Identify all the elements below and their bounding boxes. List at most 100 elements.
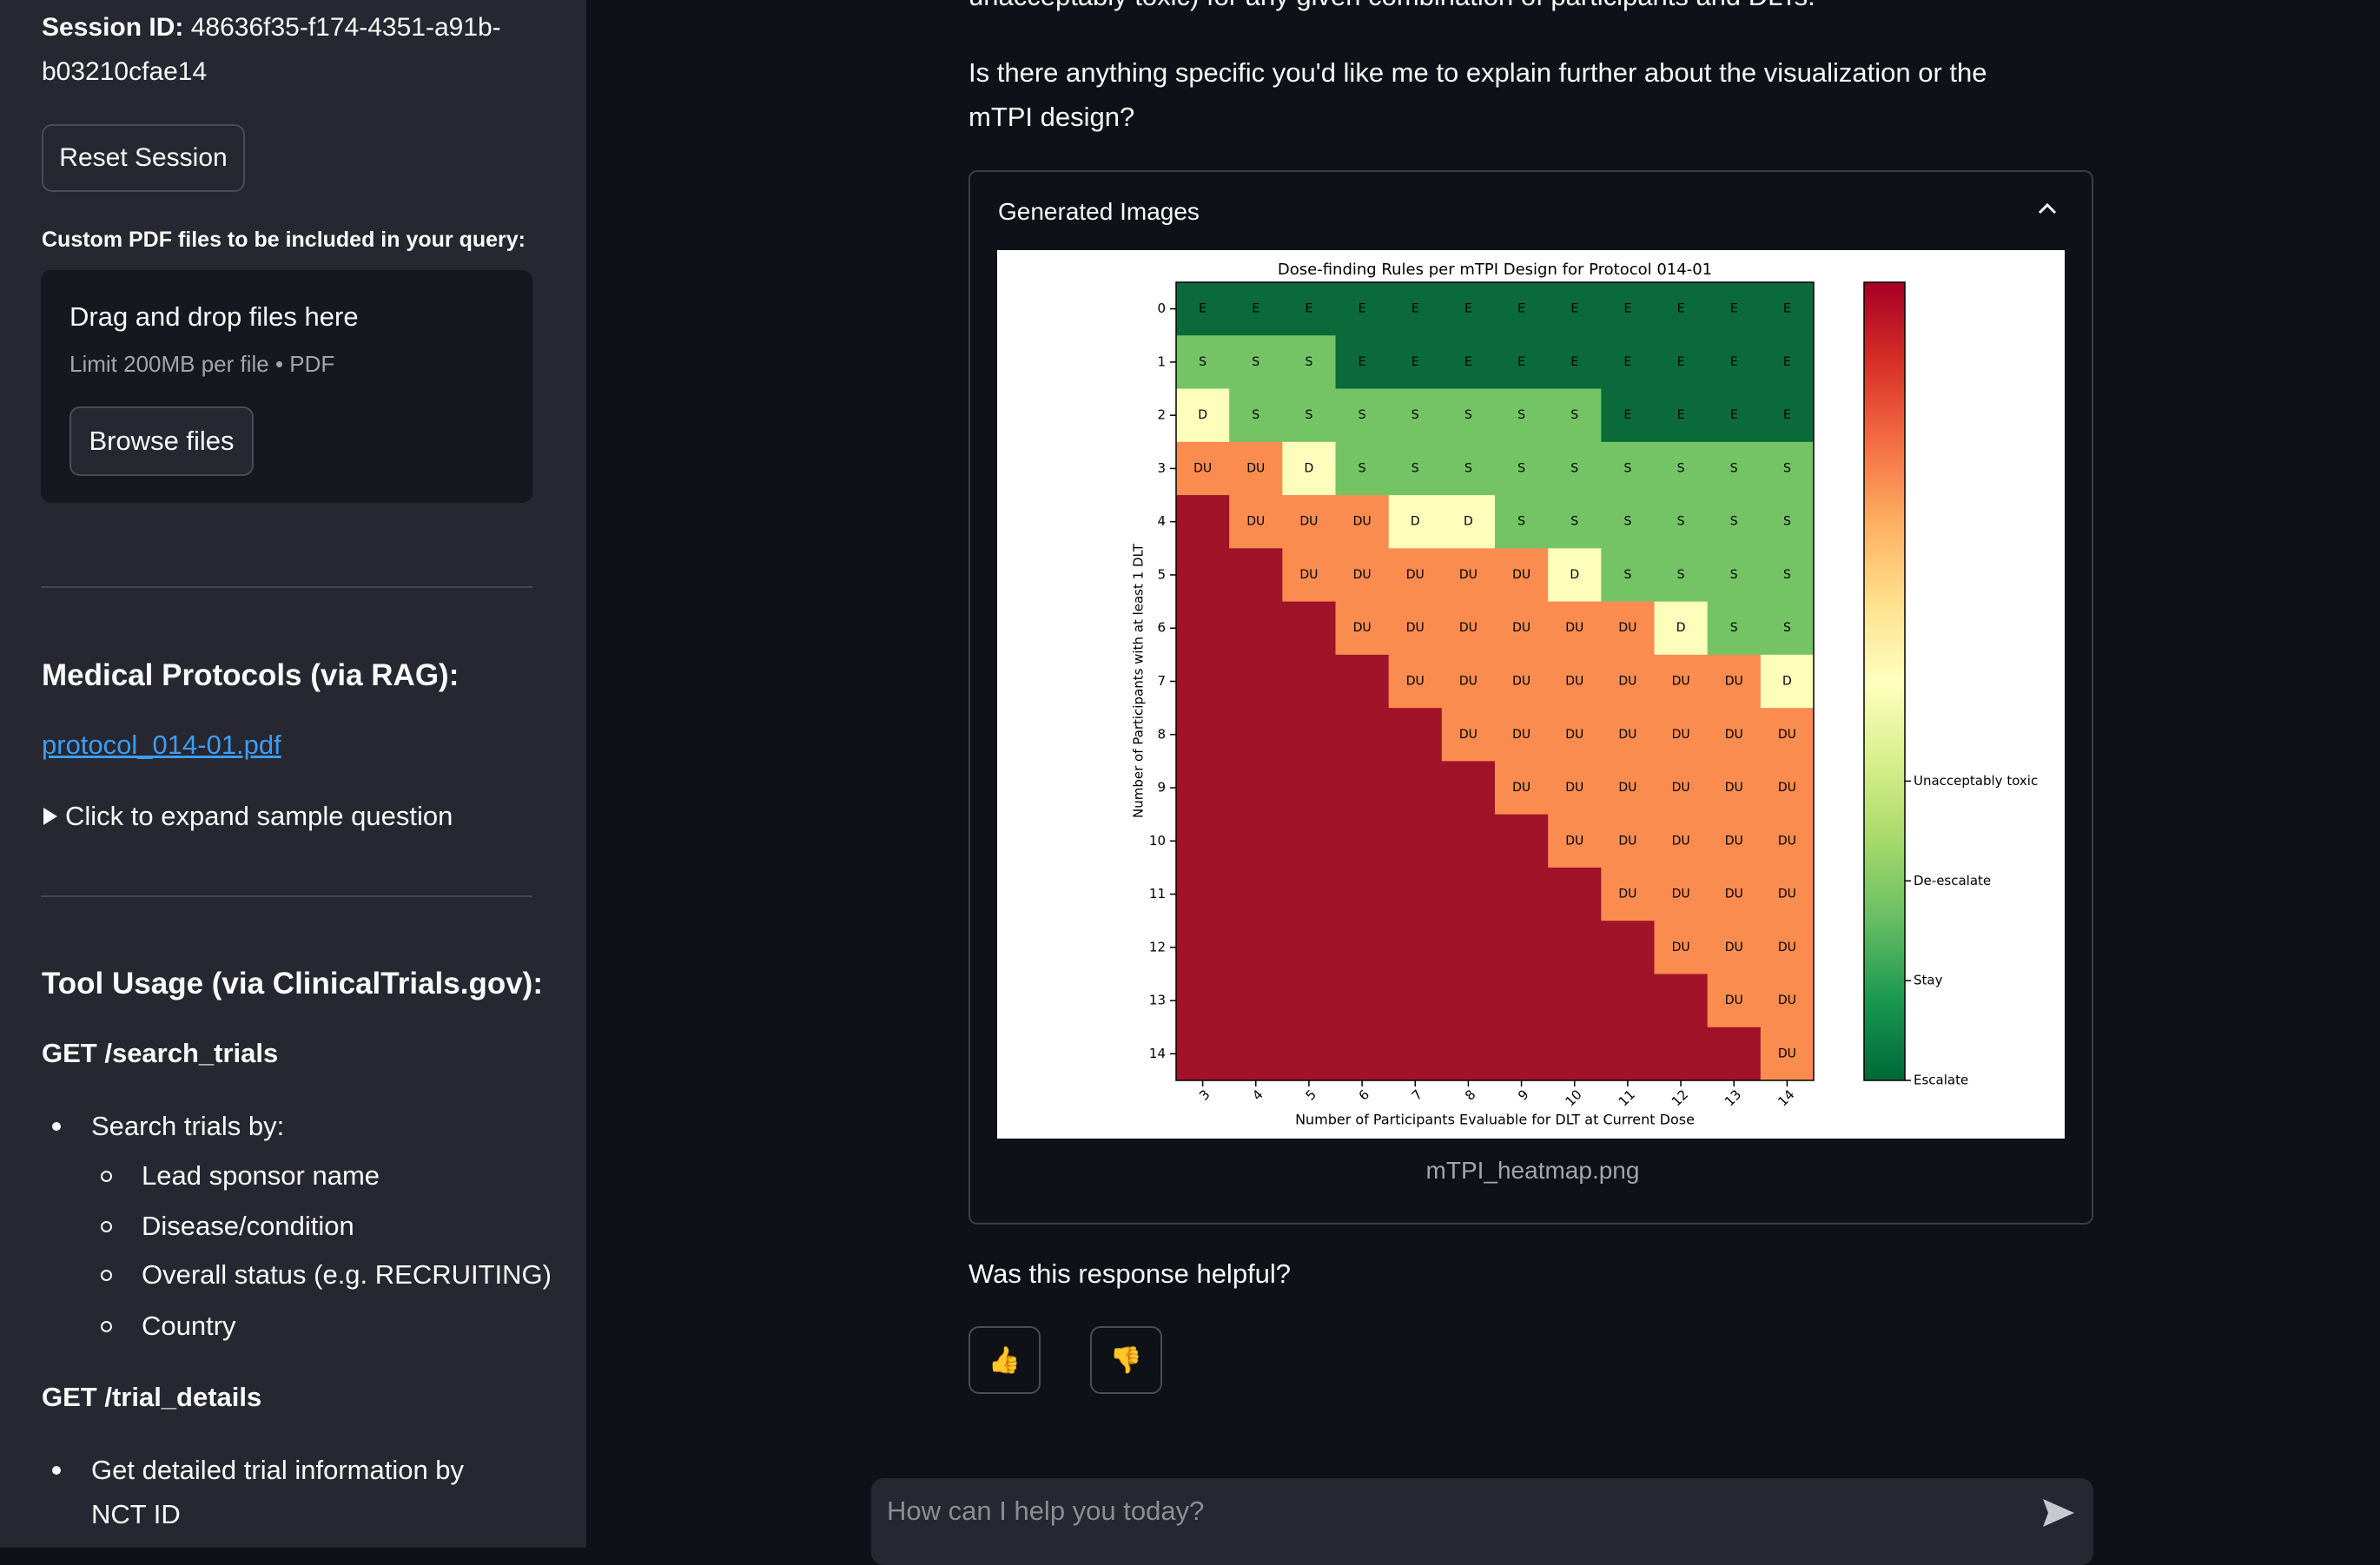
cell-label: DU bbox=[1459, 728, 1478, 742]
cell-label: DU bbox=[1672, 888, 1690, 901]
cell-label: E bbox=[1359, 355, 1366, 369]
cell-label: DU bbox=[1512, 728, 1530, 742]
heatmap-cell bbox=[1388, 548, 1443, 603]
browse-button[interactable]: Browse files bbox=[69, 406, 254, 476]
heatmap-cell bbox=[1388, 708, 1443, 762]
heatmap-cell bbox=[1601, 335, 1655, 390]
heatmap-cell bbox=[1335, 974, 1390, 1028]
cell-label: DU bbox=[1406, 675, 1425, 689]
heatmap-cell bbox=[1548, 761, 1602, 816]
heatmap-cell bbox=[1176, 867, 1230, 921]
send-icon[interactable] bbox=[2041, 1497, 2076, 1529]
y-tick-label: 9 bbox=[1157, 780, 1166, 796]
y-tick-label: 10 bbox=[1149, 833, 1166, 849]
y-tick-label: 1 bbox=[1157, 353, 1166, 369]
heatmap-cell bbox=[1495, 495, 1549, 549]
y-tick-label: 7 bbox=[1157, 673, 1166, 689]
heatmap-cell bbox=[1441, 495, 1496, 549]
heatmap-cell bbox=[1229, 548, 1283, 603]
sub-item: Lead sponsor name bbox=[142, 1160, 380, 1191]
expand-label[interactable]: Click to expand sample question bbox=[65, 801, 453, 831]
heatmap-cell bbox=[1388, 335, 1443, 390]
cell-label: D bbox=[1570, 568, 1579, 582]
colorbar-label: Escalate bbox=[1914, 1073, 1968, 1088]
heatmap-cell bbox=[1495, 867, 1549, 921]
thumbs-down[interactable]: 👎 bbox=[1090, 1326, 1162, 1394]
expander-title[interactable]: Generated Images bbox=[998, 198, 1200, 225]
cell-label: DU bbox=[1565, 781, 1583, 795]
heatmap-cell bbox=[1601, 282, 1655, 336]
heatmap-cell bbox=[1707, 708, 1762, 762]
heatmap-cell bbox=[1707, 388, 1762, 443]
cell-label: DU bbox=[1672, 834, 1690, 848]
heatmap-cell bbox=[1654, 867, 1709, 921]
heatmap-cell bbox=[1176, 654, 1230, 709]
cell-label: DU bbox=[1353, 568, 1372, 582]
heatmap-cell bbox=[1707, 335, 1762, 390]
heatmap-cell bbox=[1654, 761, 1709, 816]
heatmap-cell bbox=[1229, 495, 1283, 549]
cell-label: DU bbox=[1672, 781, 1690, 795]
cell-label: DU bbox=[1193, 461, 1212, 475]
heatmap-cell bbox=[1548, 441, 1602, 496]
heatmap-cell bbox=[1707, 548, 1762, 603]
reset-button[interactable]: Reset Session bbox=[42, 124, 245, 192]
heatmap-cell bbox=[1441, 974, 1496, 1028]
heatmap-cell bbox=[1176, 974, 1230, 1028]
protocol-link[interactable]: protocol_014-01.pdf bbox=[42, 730, 281, 760]
heatmap-cell bbox=[1495, 921, 1549, 974]
heatmap-cell bbox=[1601, 867, 1655, 921]
cell-label: S bbox=[1730, 515, 1738, 529]
cell-label: DU bbox=[1299, 515, 1318, 529]
chat-input[interactable]: How can I help you today? bbox=[871, 1478, 2093, 1565]
cell-label: E bbox=[1677, 302, 1685, 316]
heatmap-cell bbox=[1176, 282, 1230, 336]
heatmap-cell bbox=[1335, 388, 1390, 443]
sub-bullet bbox=[101, 1321, 112, 1332]
cell-label: E bbox=[1570, 302, 1578, 316]
heatmap-cell bbox=[1388, 761, 1443, 816]
cell-label: DU bbox=[1459, 568, 1478, 582]
heatmap-cell bbox=[1654, 974, 1709, 1028]
thumbs-up[interactable]: 👍 bbox=[969, 1326, 1041, 1394]
heatmap-cell bbox=[1229, 761, 1283, 816]
heatmap-cell bbox=[1388, 974, 1443, 1028]
heatmap-cell bbox=[1707, 441, 1762, 496]
sidebar: Session ID: 48636f35-f174-4351-a91b-b032… bbox=[0, 0, 586, 1548]
session-info: Session ID: 48636f35-f174-4351-a91b-b032… bbox=[42, 5, 533, 94]
cell-label: DU bbox=[1512, 568, 1530, 582]
chevron[interactable] bbox=[2037, 201, 2058, 215]
heatmap-cell bbox=[1548, 708, 1602, 762]
cell-label: DU bbox=[1778, 834, 1796, 848]
cell-label: S bbox=[1783, 621, 1791, 635]
heatmap-cell bbox=[1335, 1027, 1390, 1081]
cell-label: DU bbox=[1618, 834, 1636, 848]
y-axis-label: Number of Participants with at least 1 D… bbox=[1131, 543, 1147, 818]
heatmap-cell bbox=[1388, 814, 1443, 868]
dropzone[interactable]: Drag and drop files here Limit 200MB per… bbox=[41, 270, 532, 503]
expand-arrow[interactable] bbox=[42, 807, 59, 826]
heatmap-cell bbox=[1282, 814, 1336, 868]
cell-label: S bbox=[1411, 461, 1419, 475]
heatmap-cell bbox=[1760, 921, 1815, 974]
heatmap-cell bbox=[1441, 441, 1496, 496]
cell-label: E bbox=[1464, 302, 1472, 316]
cell-label: DU bbox=[1672, 675, 1690, 689]
cell-label: D bbox=[1305, 461, 1314, 475]
heatmap-cell bbox=[1441, 1027, 1496, 1081]
heatmap-cell bbox=[1654, 654, 1709, 709]
heatmap-cell bbox=[1548, 921, 1602, 974]
cell-label: E bbox=[1783, 355, 1791, 369]
cell-label: DU bbox=[1725, 834, 1743, 848]
heatmap-cell bbox=[1548, 1027, 1602, 1081]
heatmap-cell bbox=[1548, 335, 1602, 390]
heatmap-cell bbox=[1441, 601, 1496, 656]
heatmap-cell bbox=[1388, 867, 1443, 921]
x-axis-label: Number of Participants Evaluable for DLT… bbox=[1295, 1112, 1695, 1128]
cell-label: DU bbox=[1512, 621, 1530, 635]
colorbar-label: De-escalate bbox=[1914, 873, 1991, 888]
cell-label: S bbox=[1783, 461, 1791, 475]
heatmap-image: Dose-finding Rules per mTPI Design for P… bbox=[997, 250, 2065, 1139]
x-tick-label: 12 bbox=[1669, 1086, 1691, 1109]
heatmap-cell bbox=[1176, 1027, 1230, 1081]
